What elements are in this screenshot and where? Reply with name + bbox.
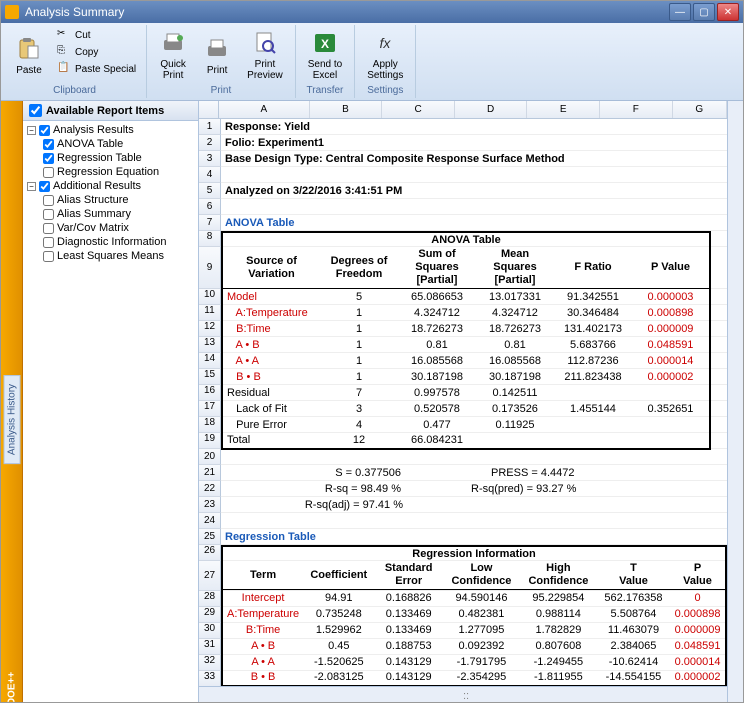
tree-group[interactable]: −Analysis Results (25, 123, 196, 137)
row-number[interactable]: 20 (199, 449, 221, 465)
minimize-button[interactable]: — (669, 3, 691, 21)
column-header[interactable]: A (219, 101, 310, 118)
print-button[interactable]: Print (197, 27, 237, 83)
paste-icon (15, 35, 43, 63)
row-number[interactable]: 2 (199, 135, 221, 151)
app-icon (5, 5, 19, 19)
tree-item[interactable]: Alias Summary (25, 207, 196, 221)
tree-panel: Available Report Items −Analysis Results… (23, 101, 199, 702)
apply-settings-button[interactable]: fx Apply Settings (361, 27, 409, 83)
corner-cell (199, 101, 219, 118)
window-title: Analysis Summary (25, 5, 669, 19)
tree-group[interactable]: −Additional Results (25, 179, 196, 193)
row-number[interactable]: 4 (199, 167, 221, 183)
row-number[interactable]: 3 (199, 151, 221, 167)
printer-icon (159, 29, 187, 57)
grid-body[interactable]: 1Response: Yield2Folio: Experiment13Base… (199, 119, 727, 686)
cut-button[interactable]: ✂Cut (53, 27, 140, 43)
regression-link[interactable]: Regression Table (225, 529, 316, 545)
anova-link[interactable]: ANOVA Table (225, 215, 294, 231)
print-preview-button[interactable]: Print Preview (241, 27, 289, 83)
row-number[interactable]: 1 (199, 119, 221, 135)
column-header[interactable]: C (382, 101, 455, 118)
copy-icon: ⎘ (57, 45, 71, 59)
row-number[interactable]: 24 (199, 513, 221, 529)
cut-icon: ✂ (57, 28, 71, 42)
print-label: Print (207, 65, 228, 76)
tree-item[interactable]: Least Squares Means (25, 249, 196, 263)
row-number[interactable]: 22 (199, 481, 221, 497)
row-number[interactable]: 25 (199, 529, 221, 545)
print-preview-icon (251, 29, 279, 57)
paste-special-button[interactable]: 📋Paste Special (53, 61, 140, 77)
tree-header: Available Report Items (23, 101, 198, 121)
print-icon (203, 35, 231, 63)
analysis-history-tab[interactable]: Analysis History (3, 375, 20, 464)
vertical-scrollbar[interactable] (727, 101, 743, 702)
svg-text:fx: fx (380, 35, 392, 51)
print-preview-label: Print Preview (247, 59, 283, 81)
svg-text:X: X (321, 37, 329, 51)
titlebar: Analysis Summary — ▢ ✕ (1, 1, 743, 23)
tree-header-checkbox[interactable] (29, 104, 42, 117)
tree-item[interactable]: Regression Equation (25, 165, 196, 179)
sidebar-strip: Analysis History DOE++ (1, 101, 23, 702)
tree-item[interactable]: Var/Cov Matrix (25, 221, 196, 235)
row-number[interactable]: 7 (199, 215, 221, 231)
ribbon: Paste ✂Cut ⎘Copy 📋Paste Special Clipboar… (1, 23, 743, 101)
tree-item[interactable]: Diagnostic Information (25, 235, 196, 249)
print-group-label: Print (153, 83, 289, 96)
tree-item[interactable]: Regression Table (25, 151, 196, 165)
column-header[interactable]: D (455, 101, 528, 118)
doe-logo-text: DOE++ (6, 672, 17, 702)
regression-table: Regression InformationTermCoefficientSta… (221, 545, 727, 686)
tree-header-label: Available Report Items (46, 105, 164, 117)
column-header[interactable]: G (673, 101, 727, 118)
send-to-excel-button[interactable]: X Send to Excel (302, 27, 348, 83)
quick-print-button[interactable]: Quick Print (153, 27, 193, 83)
row-number[interactable]: 21 (199, 465, 221, 481)
horizontal-scrollbar[interactable]: :: (199, 686, 727, 702)
send-excel-label: Send to Excel (308, 59, 342, 81)
row-number[interactable]: 6 (199, 199, 221, 215)
quick-print-label: Quick Print (160, 59, 186, 81)
clipboard-group-label: Clipboard (9, 83, 140, 96)
paste-special-icon: 📋 (57, 62, 71, 76)
column-header[interactable]: B (310, 101, 383, 118)
close-button[interactable]: ✕ (717, 3, 739, 21)
tree-body: −Analysis ResultsANOVA TableRegression T… (23, 121, 198, 702)
row-number[interactable]: 5 (199, 183, 221, 199)
paste-button[interactable]: Paste (9, 27, 49, 83)
excel-icon: X (311, 29, 339, 57)
column-header[interactable]: E (527, 101, 600, 118)
column-header[interactable]: F (600, 101, 673, 118)
maximize-button[interactable]: ▢ (693, 3, 715, 21)
paste-label: Paste (16, 65, 42, 76)
copy-button[interactable]: ⎘Copy (53, 44, 140, 60)
row-number[interactable]: 23 (199, 497, 221, 513)
apply-settings-label: Apply Settings (367, 59, 403, 81)
column-headers: ABCDEFG (199, 101, 727, 119)
anova-table: ANOVA TableSource of VariationDegrees of… (221, 231, 711, 450)
fx-icon: fx (371, 29, 399, 57)
tree-item[interactable]: ANOVA Table (25, 137, 196, 151)
transfer-group-label: Transfer (302, 83, 348, 96)
tree-item[interactable]: Alias Structure (25, 193, 196, 207)
settings-group-label: Settings (361, 83, 409, 96)
